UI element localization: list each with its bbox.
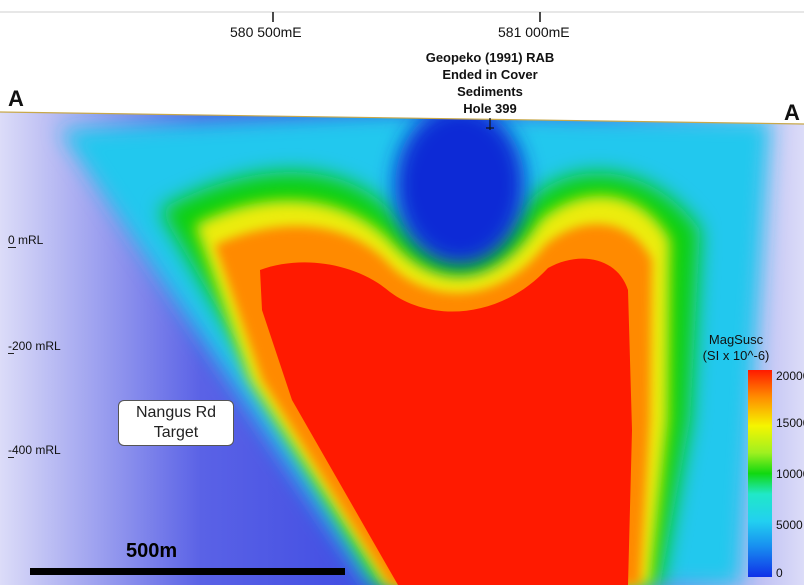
legend-tick-label: 15000 xyxy=(776,416,804,430)
target-label-box: Nangus Rd Target xyxy=(118,400,234,446)
rl-tick xyxy=(8,247,16,248)
rl-tick xyxy=(8,457,14,458)
model-volume xyxy=(0,112,804,585)
drill-hole-line: Hole 399 xyxy=(463,101,517,116)
target-label-line: Target xyxy=(153,424,199,441)
section-end-label-right: A xyxy=(784,100,800,125)
scale-bar xyxy=(30,568,345,575)
drill-hole-annotation: Geopeko (1991) RAB Ended in Cover Sedime… xyxy=(400,49,580,117)
legend-tick-label: 20000 xyxy=(776,369,804,383)
ground-surface-line xyxy=(0,111,804,125)
sky-area xyxy=(0,0,804,120)
rl-tick xyxy=(8,353,14,354)
legend-colorbar xyxy=(748,370,772,577)
legend-tick-label: 5000 xyxy=(776,518,803,532)
rl-label: -400 mRL xyxy=(8,443,61,457)
legend-units: (SI x 10^-6) xyxy=(702,348,770,363)
legend-tick-label: 10000 xyxy=(776,467,804,481)
low-susceptibility-column xyxy=(395,112,525,265)
legend-title: MagSusc (SI x 10^-6) xyxy=(676,332,796,364)
easting-label: 580 500mE xyxy=(230,24,302,40)
section-end-label-left: A xyxy=(8,86,24,111)
drill-hole-line: Sediments xyxy=(457,84,523,99)
legend-title-text: MagSusc xyxy=(708,332,764,347)
easting-label: 581 000mE xyxy=(498,24,570,40)
target-label-line: Nangus Rd xyxy=(135,404,217,421)
high-susceptibility-body xyxy=(260,258,632,585)
rl-label: 0 mRL xyxy=(8,233,44,247)
drill-hole-line: Geopeko (1991) RAB xyxy=(425,50,555,65)
scale-bar-label: 500m xyxy=(126,540,178,562)
rl-label: -200 mRL xyxy=(8,339,61,353)
drill-hole-line: Ended in Cover xyxy=(442,67,538,82)
legend-tick-label: 0 xyxy=(776,566,783,580)
